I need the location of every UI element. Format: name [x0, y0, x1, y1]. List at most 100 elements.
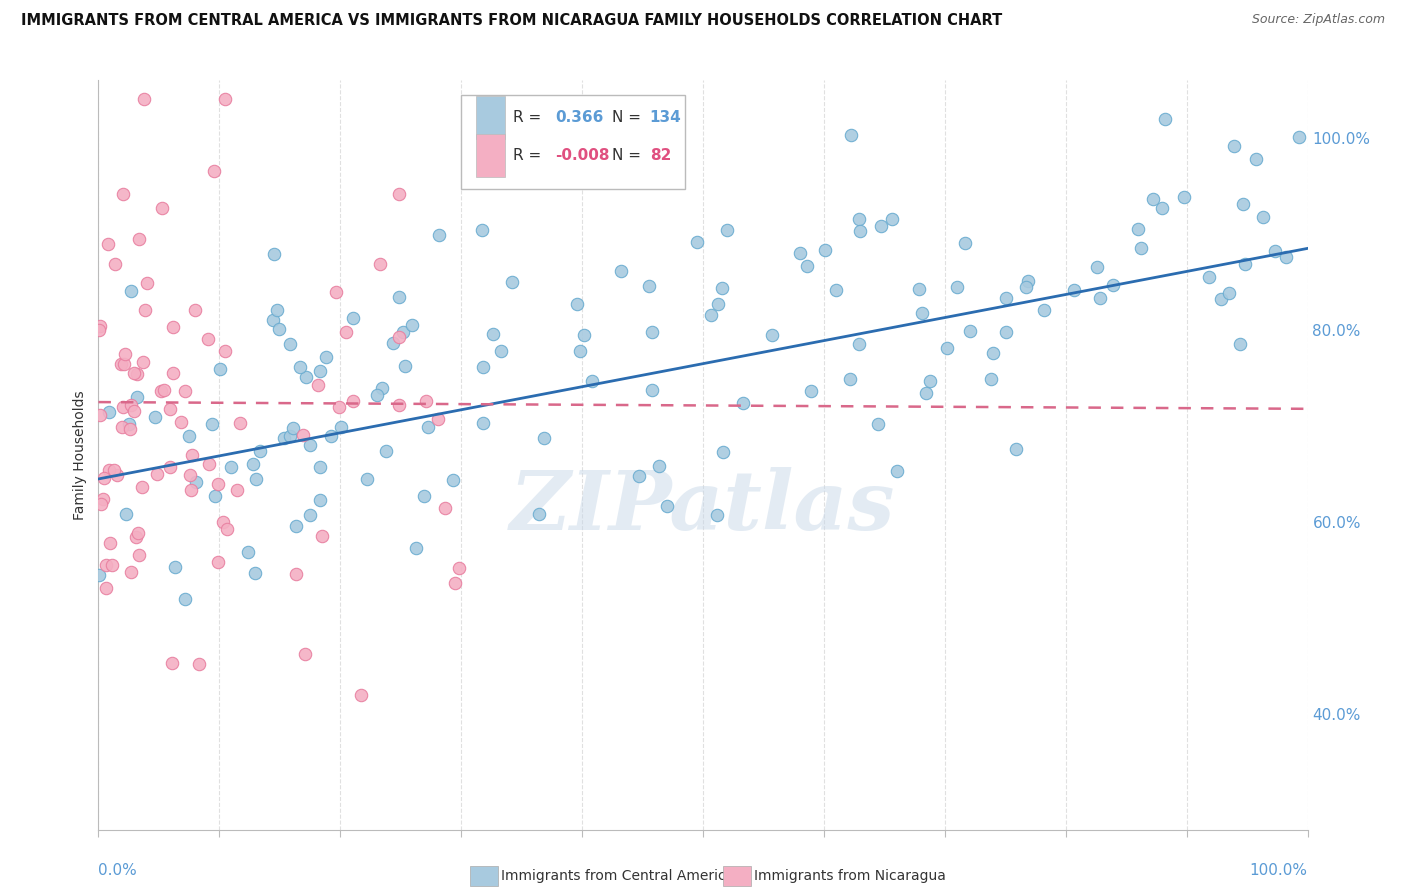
Point — [1085, 260, 1108, 275]
Point — [796, 260, 818, 274]
Point — [125, 367, 148, 381]
Point — [366, 388, 388, 402]
Point — [882, 211, 904, 226]
Point — [209, 362, 232, 376]
Point — [150, 201, 173, 215]
Point — [1017, 274, 1039, 288]
Point — [217, 522, 239, 536]
Point — [174, 384, 197, 398]
Point — [311, 529, 333, 543]
Point — [170, 415, 193, 429]
Point — [329, 419, 352, 434]
Text: Source: ZipAtlas.com: Source: ZipAtlas.com — [1251, 13, 1385, 27]
Point — [212, 515, 235, 529]
Point — [641, 325, 664, 339]
Point — [350, 688, 373, 702]
Point — [839, 128, 862, 143]
Point — [162, 320, 184, 334]
Point — [1152, 201, 1174, 215]
Point — [565, 297, 588, 311]
Point — [315, 350, 337, 364]
Point — [481, 327, 503, 342]
Point — [527, 507, 550, 521]
Point — [1244, 152, 1267, 166]
Point — [110, 357, 132, 371]
Point — [1154, 112, 1177, 126]
Point — [710, 281, 733, 295]
Point — [103, 462, 125, 476]
Point — [382, 336, 405, 351]
Point — [131, 355, 153, 369]
Point — [388, 290, 411, 304]
Point — [800, 384, 823, 398]
Point — [392, 325, 415, 339]
Point — [127, 390, 149, 404]
Point — [686, 235, 709, 250]
Point — [295, 369, 318, 384]
Point — [266, 302, 288, 317]
Point — [1264, 244, 1286, 259]
Point — [150, 384, 173, 398]
Point — [915, 386, 938, 401]
Point — [388, 330, 411, 344]
FancyBboxPatch shape — [475, 96, 505, 139]
Point — [307, 378, 329, 392]
Point — [447, 560, 470, 574]
Point — [181, 448, 204, 462]
Point — [789, 245, 811, 260]
Point — [814, 243, 837, 257]
Point — [243, 566, 266, 580]
Point — [179, 467, 201, 482]
Point — [98, 536, 121, 550]
Point — [325, 285, 347, 300]
Point — [980, 372, 1002, 386]
Point — [946, 280, 969, 294]
Point — [731, 395, 754, 409]
Point — [160, 657, 183, 671]
Point — [711, 445, 734, 459]
Point — [824, 284, 846, 298]
Point — [706, 508, 728, 522]
Point — [374, 444, 396, 458]
Point — [263, 247, 285, 261]
Point — [153, 383, 176, 397]
Text: 134: 134 — [650, 111, 682, 125]
Point — [1234, 257, 1257, 271]
Point — [1015, 280, 1038, 294]
Point — [225, 483, 247, 497]
Point — [125, 530, 148, 544]
Point — [489, 343, 512, 358]
Point — [995, 291, 1018, 305]
Point — [309, 492, 332, 507]
Point — [174, 591, 197, 606]
Point — [120, 422, 142, 436]
Point — [131, 480, 153, 494]
Point — [418, 420, 440, 434]
Point — [184, 303, 207, 318]
Point — [245, 472, 267, 486]
Point — [342, 394, 364, 409]
Point — [118, 417, 141, 432]
Point — [936, 341, 959, 355]
Point — [94, 558, 117, 573]
Point — [93, 491, 115, 506]
Point — [319, 429, 342, 443]
Point — [370, 381, 392, 395]
Point — [163, 559, 186, 574]
Text: ZIPatlas: ZIPatlas — [510, 467, 896, 548]
Point — [959, 324, 981, 338]
Point — [214, 343, 236, 358]
Point — [394, 359, 416, 373]
Point — [706, 297, 728, 311]
Point — [471, 223, 494, 237]
Point — [115, 507, 138, 521]
Point — [641, 383, 664, 397]
Point — [434, 501, 457, 516]
FancyBboxPatch shape — [461, 95, 685, 189]
Point — [981, 346, 1004, 360]
Point — [188, 657, 211, 672]
Point — [309, 459, 332, 474]
Point — [533, 431, 555, 445]
Point — [572, 327, 595, 342]
Text: 0.366: 0.366 — [555, 111, 603, 125]
